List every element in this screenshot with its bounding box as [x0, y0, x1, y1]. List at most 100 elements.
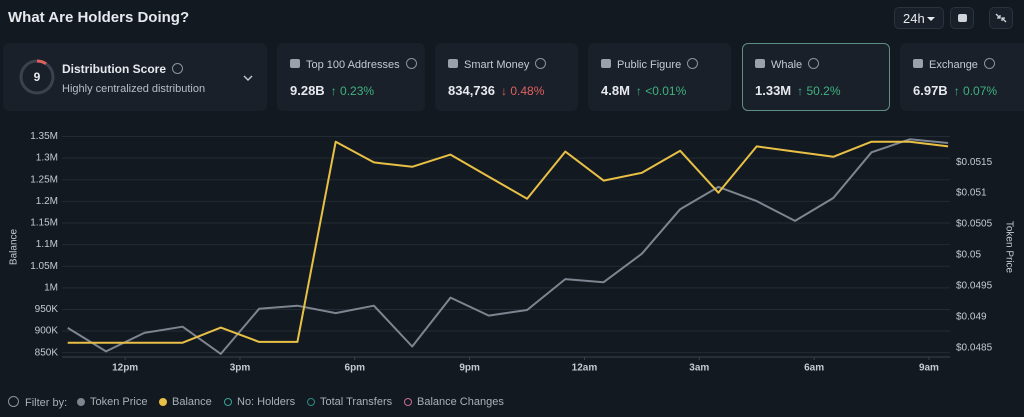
filter-item[interactable]: Balance Changes [404, 396, 504, 408]
y-tick-label: 1.15M [30, 218, 58, 229]
y2-tick-label: $0.0505 [956, 219, 993, 230]
series-line [67, 138, 949, 355]
metric-icon [290, 59, 300, 68]
y-tick-label: 1.05M [30, 261, 58, 272]
y-axis-label: Balance [9, 228, 20, 265]
legend-text: Token Price [90, 396, 148, 408]
metric-label-text: Exchange [929, 59, 978, 71]
y-tick-label: 1.2M [36, 196, 58, 207]
metric-value-text: 6.97B [913, 83, 948, 98]
metric-label: Top 100 Addresses [306, 58, 417, 71]
x-tick-label: 12am [572, 363, 598, 374]
score-card[interactable]: 9 Distribution Score Highly centralized … [3, 43, 267, 111]
y2-tick-label: $0.051 [956, 188, 987, 199]
metric-label: Public Figure [617, 58, 699, 71]
filter-item[interactable]: Total Transfers [307, 396, 392, 408]
metric-label: Exchange [929, 58, 995, 71]
info-icon [535, 58, 547, 69]
x-tick-label: 6am [804, 363, 824, 374]
metric-label: Smart Money [464, 58, 547, 71]
y2-tick-label: $0.049 [956, 311, 987, 322]
info-icon [808, 58, 820, 69]
metric-change: ↑ 50.2% [797, 84, 841, 98]
legend-swatch [307, 398, 315, 406]
filter-item[interactable]: No: Holders [224, 396, 295, 408]
x-tick-label: 9am [919, 363, 939, 374]
legend-text: Total Transfers [320, 396, 393, 408]
metric-card[interactable]: Whale 1.33M ↑ 50.2% [742, 43, 890, 111]
metric-card[interactable]: Smart Money 834,736 ↓ 0.48% [435, 43, 578, 111]
x-tick-label: 12pm [112, 363, 138, 374]
legend-swatch [159, 398, 167, 406]
metric-change: ↑ <0.01% [635, 84, 687, 98]
score-title-text: Distribution Score [62, 62, 167, 76]
info-icon [687, 58, 699, 69]
y-tick-label: 850K [35, 347, 59, 358]
y2-axis-label: Token Price [1003, 221, 1014, 274]
page-title: What Are Holders Doing? [8, 9, 190, 26]
y2-tick-label: $0.0495 [956, 281, 993, 292]
metric-icon [448, 59, 458, 68]
metric-label-text: Top 100 Addresses [306, 59, 400, 71]
calendar-button[interactable] [950, 7, 974, 29]
score-subtitle: Highly centralized distribution [62, 83, 206, 95]
x-tick-label: 3am [689, 363, 709, 374]
x-tick-label: 3pm [230, 363, 251, 374]
y2-tick-label: $0.0485 [956, 342, 993, 353]
metric-value: 6.97B ↑ 0.07% [913, 83, 997, 98]
legend-swatch [224, 398, 232, 406]
y2-tick-label: $0.0515 [956, 157, 993, 168]
filter-label: Filter by: [8, 396, 67, 409]
metric-card[interactable]: Public Figure 4.8M ↑ <0.01% [588, 43, 731, 111]
metric-card[interactable]: Top 100 Addresses 9.28B ↑ 0.23% [277, 43, 425, 111]
y-tick-label: 1.3M [36, 153, 58, 164]
y-tick-label: 1.1M [36, 239, 58, 250]
info-icon [983, 58, 995, 69]
collapse-button[interactable] [989, 7, 1013, 29]
legend-text: Balance [172, 396, 212, 408]
metric-icon [755, 59, 765, 68]
y-tick-label: 1M [44, 282, 58, 293]
legend-swatch [404, 398, 412, 406]
metric-value: 9.28B ↑ 0.23% [290, 83, 374, 98]
metric-value: 4.8M ↑ <0.01% [601, 83, 686, 98]
score-title: Distribution Score [62, 62, 184, 76]
y-tick-label: 1.25M [30, 174, 58, 185]
metric-change: ↑ 0.23% [330, 84, 375, 98]
timeframe-select[interactable]: 24h [894, 7, 944, 29]
metric-icon [913, 59, 923, 68]
metric-value: 834,736 ↓ 0.48% [448, 83, 544, 98]
metric-change: ↑ 0.07% [953, 84, 998, 98]
collapse-icon [995, 13, 1007, 23]
legend-text: Balance Changes [417, 396, 504, 408]
metric-label-text: Whale [771, 59, 803, 71]
y-tick-label: 900K [35, 326, 59, 337]
metric-value: 1.33M ↑ 50.2% [755, 83, 841, 98]
score-gauge: 9 [19, 59, 55, 95]
metric-label-text: Smart Money [464, 59, 530, 71]
x-tick-label: 9pm [459, 363, 480, 374]
legend-item[interactable]: Token Price [77, 396, 147, 408]
metric-value-text: 4.8M [601, 83, 630, 98]
legend-item[interactable]: Balance [159, 396, 212, 408]
chevron [243, 75, 253, 81]
y-tick-label: 1.35M [30, 131, 58, 142]
metric-change: ↓ 0.48% [501, 84, 545, 98]
info-icon [405, 58, 417, 69]
metric-label: Whale [771, 58, 820, 71]
metric-value-text: 834,736 [448, 83, 495, 98]
score-value: 9 [34, 70, 41, 84]
filter-label-text: Filter by: [25, 397, 68, 409]
legend-text: No: Holders [237, 396, 296, 408]
x-tick-label: 6pm [345, 363, 366, 374]
metric-label-text: Public Figure [617, 59, 682, 71]
y-tick-label: 950K [35, 304, 59, 315]
metric-icon [601, 59, 611, 68]
metric-card[interactable]: Exchange 6.97B ↑ 0.07% [900, 43, 1024, 111]
legend-swatch [77, 398, 85, 406]
filter-icon [8, 396, 19, 407]
metric-value-text: 1.33M [755, 83, 792, 98]
metric-value-text: 9.28B [290, 83, 325, 98]
